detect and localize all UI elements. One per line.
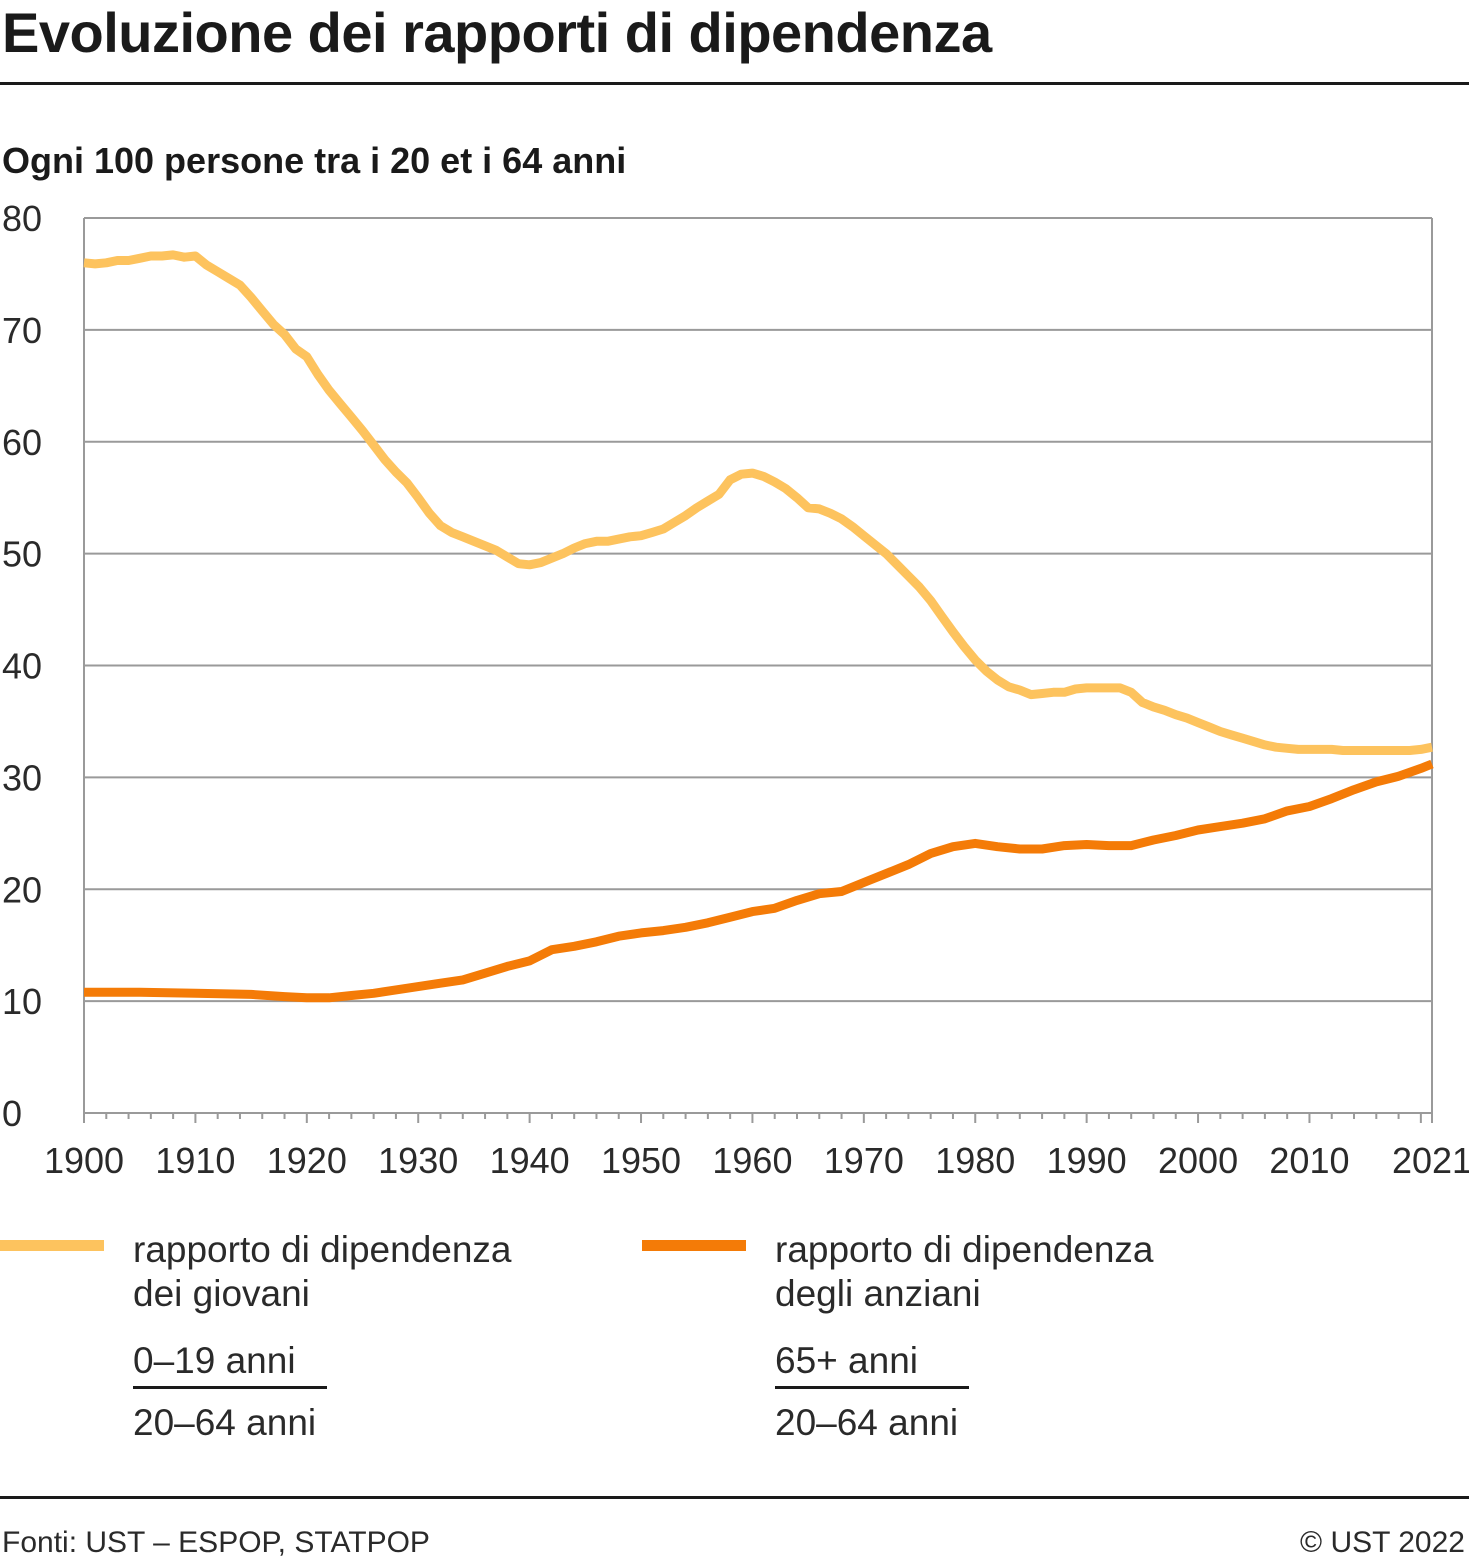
y-tick-label-0: 0: [2, 1093, 22, 1134]
legend-label-young-line2: dei giovani: [133, 1273, 310, 1314]
y-tick-label-20: 20: [2, 869, 42, 910]
x-tick-label-1940: 1940: [490, 1140, 570, 1181]
legend-young-denominator: 20–64 anni: [133, 1402, 317, 1443]
line-chart: 0 10 20 30 40 50 60 70 80 1900 1910 1920 1930 1940 195…: [2, 198, 1469, 1181]
x-tick-label-2010: 2010: [1269, 1140, 1349, 1181]
x-tick-label-1970: 1970: [824, 1140, 904, 1181]
chart-subtitle: Ogni 100 persone tra i 20 et i 64 anni: [2, 140, 627, 181]
series-line-old: [84, 759, 1434, 1003]
legend-label-old: rapporto di dipendenza degli anziani: [775, 1228, 1154, 1316]
legend-label-young-line1: rapporto di dipendenza: [133, 1229, 512, 1270]
x-tick-label-1990: 1990: [1047, 1140, 1127, 1181]
title-divider: [0, 82, 1469, 85]
x-tick-label-1950: 1950: [601, 1140, 681, 1181]
x-tick-label-2021: 2021: [1392, 1140, 1469, 1181]
series-line-young: [83, 250, 1433, 755]
y-tick-label-80: 80: [2, 198, 42, 239]
label-layer: 0 10 20 30 40 50 60 70 80 1900 1910 1920 1930 1940 195…: [2, 198, 1469, 1181]
y-tick-label-60: 60: [2, 422, 42, 463]
y-tick-label-40: 40: [2, 646, 42, 687]
x-tick-label-1960: 1960: [712, 1140, 792, 1181]
legend-swatch-young: [0, 1240, 104, 1251]
legend-swatch-old: [642, 1240, 746, 1251]
legend-old-numerator: 65+ anni: [775, 1340, 918, 1381]
footer-divider: [0, 1496, 1469, 1499]
axis-layer: [83, 218, 1433, 1123]
x-tick-label-1900: 1900: [44, 1140, 124, 1181]
y-tick-label-70: 70: [2, 310, 42, 351]
grid-layer: [84, 217, 1433, 1113]
legend-young-fraction-bar: [133, 1386, 327, 1389]
x-tick-label-1980: 1980: [935, 1140, 1015, 1181]
x-tick-label-2000: 2000: [1158, 1140, 1238, 1181]
legend-label-young: rapporto di dipendenza dei giovani: [133, 1228, 512, 1316]
legend-old-fraction-bar: [775, 1386, 969, 1389]
x-tick-label-1910: 1910: [155, 1140, 235, 1181]
y-tick-label-50: 50: [2, 534, 42, 575]
y-tick-label-10: 10: [2, 981, 42, 1022]
x-tick-label-1920: 1920: [267, 1140, 347, 1181]
copyright: © UST 2022: [1300, 1526, 1465, 1559]
x-tick-label-1930: 1930: [378, 1140, 458, 1181]
page-title: Evoluzione dei rapporti di dipendenza: [2, 1, 992, 64]
source-note: Fonti: UST – ESPOP, STATPOP: [2, 1526, 430, 1559]
legend-label-old-line2: degli anziani: [775, 1273, 981, 1314]
legend-young-numerator: 0–19 anni: [133, 1340, 296, 1381]
series-layer: [83, 250, 1434, 1003]
legend-label-old-line1: rapporto di dipendenza: [775, 1229, 1154, 1270]
y-tick-label-30: 30: [2, 757, 42, 798]
legend-old-denominator: 20–64 anni: [775, 1402, 959, 1443]
